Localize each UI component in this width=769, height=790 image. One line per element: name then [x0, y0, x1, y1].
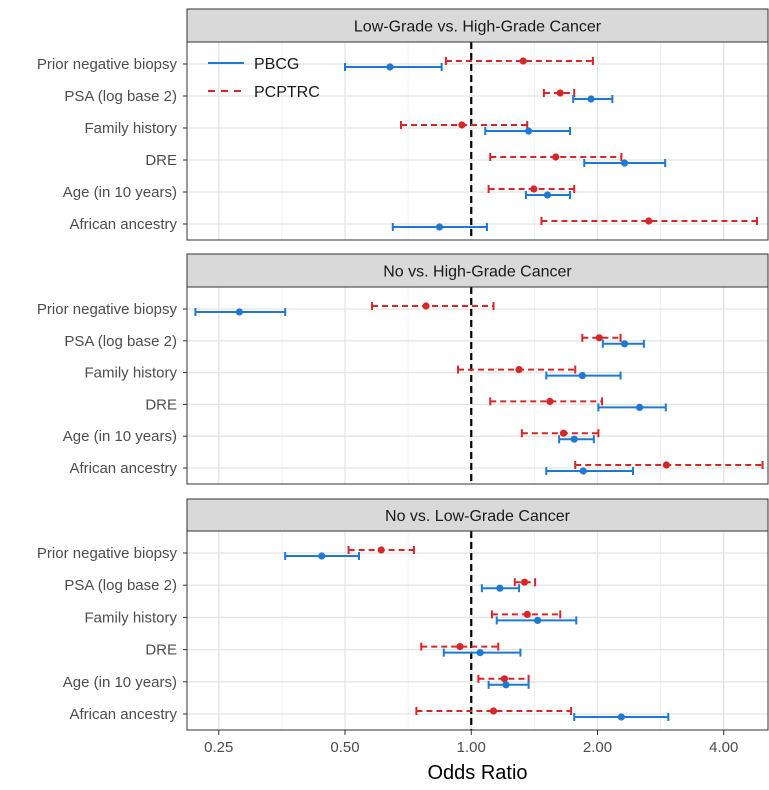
point-estimate-pcptrc — [546, 397, 554, 405]
point-estimate-pcptrc — [489, 707, 498, 715]
panel-strip — [186, 8, 769, 43]
point-estimate-pcptrc — [530, 185, 538, 193]
panel-title: Low-Grade vs. High-Grade Cancer — [354, 19, 602, 36]
category-label: Prior negative biopsy — [37, 545, 178, 562]
category-label: Family history — [84, 365, 177, 382]
point-estimate-pbcg — [386, 63, 394, 71]
category-label: Age (in 10 years) — [63, 184, 177, 201]
category-label: Prior negative biopsy — [37, 301, 178, 318]
legend-label: PBCG — [254, 56, 299, 73]
x-tick-label: 0.25 — [204, 739, 233, 756]
legend-label: PCPTRC — [254, 84, 320, 101]
point-estimate-pcptrc — [645, 217, 653, 225]
point-estimate-pcptrc — [523, 610, 531, 619]
category-label: Family history — [84, 609, 177, 626]
category-label: PSA (log base 2) — [64, 333, 177, 350]
point-estimate-pcptrc — [556, 89, 564, 97]
panel-background — [187, 42, 768, 240]
point-estimate-pcptrc — [500, 675, 509, 683]
point-estimate-pcptrc — [519, 57, 527, 65]
point-estimate-pcptrc — [377, 546, 385, 554]
category-label: Family history — [84, 120, 177, 137]
category-label: PSA (log base 2) — [64, 88, 177, 105]
point-estimate-pcptrc — [515, 366, 523, 374]
category-label: Prior negative biopsy — [37, 56, 178, 73]
panel-background — [187, 287, 768, 484]
point-estimate-pbcg — [502, 681, 510, 689]
point-estimate-pbcg — [617, 713, 625, 721]
category-label: DRE — [145, 152, 177, 169]
x-tick-label: 0.50 — [330, 739, 359, 756]
point-estimate-pcptrc — [422, 302, 430, 310]
panel-background — [187, 531, 768, 730]
point-estimate-pcptrc — [520, 578, 529, 586]
panel-title: No vs. High-Grade Cancer — [383, 264, 572, 281]
panel-border — [186, 530, 769, 731]
point-estimate-pbcg — [235, 308, 243, 316]
point-estimate-pcptrc — [458, 121, 466, 129]
category-label: PSA (log base 2) — [64, 577, 177, 594]
panel-border — [186, 41, 769, 241]
x-axis-title: Odds Ratio — [427, 762, 527, 784]
x-tick-label: 1.00 — [457, 739, 486, 756]
panel-title: No vs. Low-Grade Cancer — [385, 508, 571, 525]
point-estimate-pbcg — [578, 372, 586, 380]
point-estimate-pbcg — [534, 616, 542, 625]
category-label: African ancestry — [69, 706, 177, 723]
point-estimate-pbcg — [524, 127, 533, 135]
category-label: DRE — [145, 642, 177, 659]
panel-border — [186, 286, 769, 485]
point-estimate-pcptrc — [456, 643, 464, 651]
point-estimate-pbcg — [496, 584, 504, 592]
category-label: DRE — [145, 396, 177, 413]
point-estimate-pbcg — [579, 467, 587, 475]
category-label: African ancestry — [69, 460, 177, 477]
category-label: Age (in 10 years) — [63, 428, 177, 445]
point-estimate-pbcg — [318, 552, 326, 560]
x-tick-label: 4.00 — [709, 739, 738, 756]
point-estimate-pbcg — [543, 191, 552, 199]
point-estimate-pbcg — [587, 95, 595, 103]
point-estimate-pcptrc — [662, 461, 671, 469]
panel-strip — [186, 253, 769, 288]
point-estimate-pcptrc — [552, 153, 560, 161]
point-estimate-pbcg — [570, 435, 578, 443]
panel-strip — [186, 498, 769, 532]
x-tick-label: 2.00 — [583, 739, 612, 756]
point-estimate-pbcg — [620, 340, 629, 348]
category-label: African ancestry — [69, 216, 177, 233]
point-estimate-pbcg — [435, 223, 444, 231]
point-estimate-pbcg — [476, 649, 484, 657]
point-estimate-pbcg — [620, 159, 629, 167]
point-estimate-pcptrc — [595, 334, 603, 342]
category-label: Age (in 10 years) — [63, 674, 177, 691]
point-estimate-pcptrc — [559, 429, 568, 437]
point-estimate-pbcg — [635, 403, 644, 411]
